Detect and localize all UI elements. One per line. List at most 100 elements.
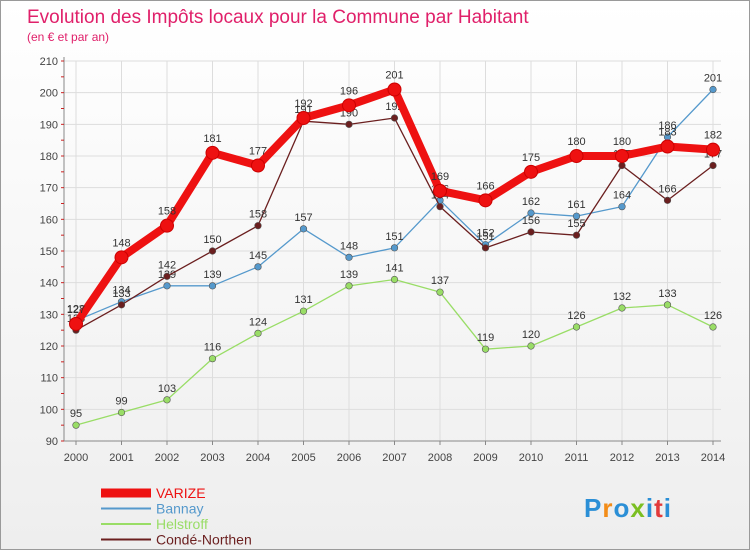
x-tick-label: 2003	[200, 452, 224, 464]
data-point	[527, 342, 535, 350]
proxiti-logo: Proxiti	[584, 493, 672, 523]
y-tick-label: 200	[40, 88, 58, 100]
data-point	[163, 282, 171, 290]
y-tick-label: 160	[40, 214, 58, 226]
data-label: 158	[158, 206, 176, 218]
data-label: 137	[431, 275, 449, 287]
x-tick-label: 2008	[428, 452, 452, 464]
legend-label: Condé-Northen	[156, 532, 252, 548]
data-point	[160, 218, 174, 233]
data-point	[387, 82, 402, 97]
data-point	[342, 98, 356, 113]
legend-label: Bannay	[156, 501, 203, 517]
data-label: 133	[658, 288, 676, 300]
y-tick-label: 190	[40, 119, 58, 131]
chart-title: Evolution des Impôts locaux pour la Comm…	[27, 7, 529, 28]
data-label: 151	[385, 231, 403, 243]
data-point	[478, 193, 493, 208]
data-point	[524, 164, 538, 179]
data-point	[72, 421, 80, 429]
data-label: 133	[112, 288, 130, 300]
data-point	[390, 275, 399, 284]
data-label: 181	[203, 133, 221, 145]
logo-letter: i	[664, 493, 672, 523]
data-point	[709, 323, 717, 331]
x-tick-label: 2014	[701, 452, 725, 464]
data-point	[618, 161, 626, 170]
data-point	[345, 253, 353, 261]
data-label: 127	[67, 304, 85, 316]
data-label: 132	[613, 291, 631, 303]
data-label: 192	[294, 98, 312, 110]
data-point	[345, 120, 353, 128]
data-label: 157	[294, 212, 312, 224]
y-tick-label: 140	[40, 278, 58, 290]
data-point	[251, 158, 265, 173]
data-label: 141	[385, 263, 403, 275]
y-tick-label: 130	[40, 309, 58, 321]
logo-letter: x	[630, 493, 645, 523]
data-point	[569, 149, 584, 163]
data-label: 155	[567, 218, 585, 230]
data-point	[390, 114, 399, 122]
data-label: 139	[340, 269, 358, 281]
data-point	[117, 301, 126, 309]
data-label: 161	[567, 199, 585, 211]
data-point	[117, 408, 126, 417]
x-tick-label: 2000	[64, 452, 88, 464]
y-tick-label: 170	[40, 183, 58, 195]
data-point	[706, 142, 720, 157]
x-tick-label: 2010	[519, 452, 543, 464]
data-label: 126	[704, 310, 722, 322]
x-tick-label: 2001	[109, 452, 133, 464]
x-tick-label: 2002	[155, 452, 179, 464]
data-label: 120	[522, 329, 540, 341]
data-label: 148	[112, 237, 130, 249]
x-tick-label: 2013	[655, 452, 679, 464]
y-tick-label: 180	[40, 151, 58, 163]
data-label: 196	[340, 85, 358, 97]
data-point	[436, 203, 444, 211]
data-point	[660, 139, 675, 154]
data-label: 142	[158, 259, 176, 271]
y-tick-label: 100	[40, 404, 58, 416]
data-point	[572, 212, 581, 220]
data-label: 150	[203, 234, 221, 246]
legend-label: Helstroff	[156, 516, 208, 532]
logo-letter: o	[613, 493, 630, 523]
data-label: 201	[704, 73, 722, 85]
data-point	[663, 301, 672, 309]
data-point	[163, 272, 171, 280]
data-point	[299, 307, 308, 315]
series-layer: 1281341391391451571481511661521621611641…	[67, 70, 722, 429]
data-label: 162	[522, 196, 540, 208]
data-point	[114, 250, 129, 265]
x-tick-label: 2006	[337, 452, 361, 464]
y-tick-label: 120	[40, 341, 58, 353]
logo-letter: t	[654, 493, 664, 523]
data-point	[572, 231, 581, 239]
data-label: 119	[477, 332, 495, 344]
y-tick-label: 90	[46, 436, 58, 448]
data-label: 201	[385, 70, 403, 82]
data-point	[254, 222, 262, 230]
legend-label: VARIZE	[156, 485, 206, 501]
data-point	[709, 161, 717, 170]
data-point	[433, 183, 447, 198]
y-tick-label: 150	[40, 246, 58, 258]
x-tick-label: 2007	[382, 452, 406, 464]
x-tick-label: 2011	[565, 452, 589, 464]
x-tick-label: 2004	[246, 452, 270, 464]
data-point	[709, 85, 717, 94]
logo-text: Proxiti	[584, 493, 672, 523]
data-label: 156	[522, 215, 540, 227]
data-label: 175	[522, 152, 540, 164]
data-label: 145	[249, 250, 267, 262]
data-label: 166	[658, 183, 676, 195]
data-point	[208, 282, 217, 290]
data-label: 152	[476, 228, 494, 240]
data-point	[254, 329, 262, 337]
data-point	[572, 323, 581, 331]
